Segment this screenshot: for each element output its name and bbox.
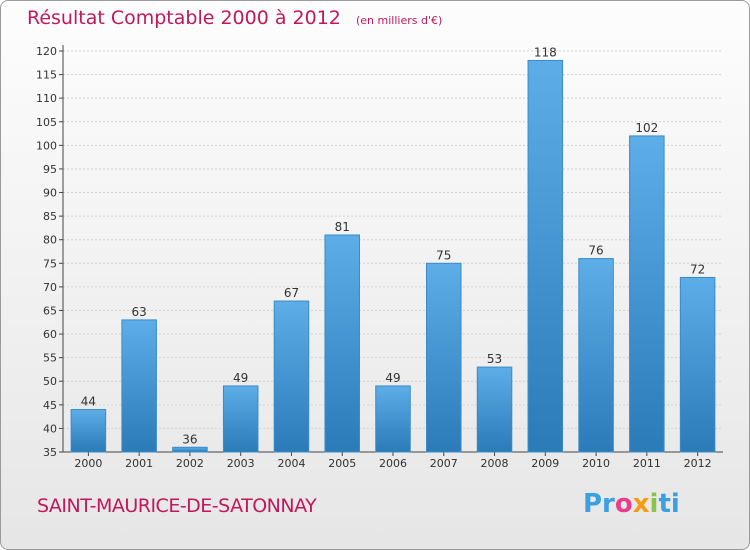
y-tick-label: 35 [43, 446, 57, 459]
bar-2000 [70, 409, 107, 453]
bar-2009 [527, 59, 564, 453]
bar-2011 [629, 135, 665, 453]
y-tick-label: 85 [43, 210, 57, 223]
bar-2001 [121, 319, 157, 453]
bar-2002 [172, 446, 208, 453]
x-tick-label: 2000 [74, 457, 102, 470]
x-tick-label: 2007 [430, 457, 458, 470]
y-tick-label: 105 [36, 116, 57, 129]
data-label: 67 [284, 286, 299, 300]
chart-title-unit: (en milliers d'€) [355, 14, 443, 27]
x-tick-label: 2009 [531, 457, 559, 470]
y-tick-label: 90 [43, 187, 57, 200]
y-tick-label: 45 [43, 399, 57, 412]
data-label: 49 [233, 371, 248, 385]
y-tick-label: 120 [36, 45, 57, 58]
data-label: 53 [487, 352, 502, 366]
chart-title-main: Résultat Comptable 2000 à 2012 [27, 7, 341, 29]
data-label: 76 [588, 244, 603, 258]
bar-2007 [426, 262, 462, 453]
y-tick-label: 60 [43, 328, 57, 341]
y-tick-label: 65 [43, 304, 57, 317]
y-tick-label: 75 [43, 257, 57, 270]
x-tick-label: 2001 [125, 457, 153, 470]
data-label: 118 [534, 45, 557, 59]
data-labels: 44 63 36 49 67 81 49 75 53 118 76 102 72 [81, 45, 706, 446]
bar-2012 [679, 276, 716, 453]
data-label: 75 [436, 248, 451, 262]
x-tick-label: 2011 [633, 457, 661, 470]
bar-2006 [375, 385, 411, 453]
bar-2008 [476, 366, 513, 453]
y-tick-label: 100 [36, 139, 57, 152]
x-tick-label: 2002 [176, 457, 204, 470]
y-tick-label: 95 [43, 163, 57, 176]
x-tick-label: 2005 [328, 457, 356, 470]
x-tick-label: 2008 [481, 457, 509, 470]
commune-name: SAINT-MAURICE-DE-SATONNAY [37, 495, 317, 517]
axes: 35 40 45 50 55 60 65 70 75 80 85 90 95 100 105 110 115 12… [36, 45, 723, 470]
bar-2003 [222, 385, 259, 453]
data-label: 63 [132, 305, 147, 319]
data-label: 72 [690, 262, 705, 276]
y-tick-label: 110 [36, 92, 57, 105]
x-tick-label: 2003 [227, 457, 255, 470]
bars [70, 59, 716, 453]
bar-2010 [578, 258, 614, 453]
grid-lines [63, 50, 723, 453]
proxiti-logo: Proxiti [583, 489, 680, 519]
chart-title: Résultat Comptable 2000 à 2012 (en milli… [27, 7, 442, 29]
y-tick-label: 80 [43, 234, 57, 247]
x-tick-label: 2006 [379, 457, 407, 470]
data-label: 102 [635, 121, 658, 135]
data-label: 49 [385, 371, 400, 385]
y-tick-label: 115 [36, 69, 57, 82]
data-label: 44 [81, 395, 96, 409]
data-label: 81 [335, 220, 350, 234]
x-tick-label: 2010 [582, 457, 610, 470]
data-label: 36 [182, 432, 197, 446]
x-tick-label: 2012 [684, 457, 712, 470]
bar-2005 [324, 234, 360, 453]
y-tick-label: 70 [43, 281, 57, 294]
x-tick-label: 2004 [277, 457, 305, 470]
y-tick-label: 50 [43, 375, 57, 388]
y-tick-label: 55 [43, 352, 57, 365]
y-tick-label: 40 [43, 422, 57, 435]
bar-2004 [273, 300, 310, 453]
